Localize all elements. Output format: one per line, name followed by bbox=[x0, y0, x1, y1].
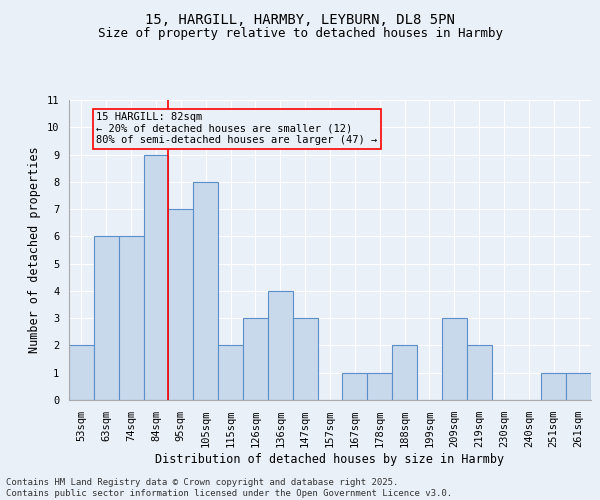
Text: Size of property relative to detached houses in Harmby: Size of property relative to detached ho… bbox=[97, 28, 503, 40]
Bar bbox=[343, 372, 367, 400]
Bar bbox=[143, 154, 169, 400]
Bar bbox=[218, 346, 243, 400]
Bar bbox=[293, 318, 317, 400]
Bar bbox=[243, 318, 268, 400]
Bar bbox=[268, 291, 293, 400]
Bar bbox=[193, 182, 218, 400]
Bar bbox=[392, 346, 417, 400]
Text: 15, HARGILL, HARMBY, LEYBURN, DL8 5PN: 15, HARGILL, HARMBY, LEYBURN, DL8 5PN bbox=[145, 12, 455, 26]
X-axis label: Distribution of detached houses by size in Harmby: Distribution of detached houses by size … bbox=[155, 453, 505, 466]
Bar bbox=[367, 372, 392, 400]
Bar bbox=[467, 346, 491, 400]
Bar bbox=[541, 372, 566, 400]
Bar bbox=[94, 236, 119, 400]
Bar bbox=[566, 372, 591, 400]
Text: Contains HM Land Registry data © Crown copyright and database right 2025.
Contai: Contains HM Land Registry data © Crown c… bbox=[6, 478, 452, 498]
Bar bbox=[442, 318, 467, 400]
Bar bbox=[119, 236, 143, 400]
Y-axis label: Number of detached properties: Number of detached properties bbox=[28, 146, 41, 354]
Text: 15 HARGILL: 82sqm
← 20% of detached houses are smaller (12)
80% of semi-detached: 15 HARGILL: 82sqm ← 20% of detached hous… bbox=[97, 112, 377, 146]
Bar bbox=[169, 209, 193, 400]
Bar bbox=[69, 346, 94, 400]
